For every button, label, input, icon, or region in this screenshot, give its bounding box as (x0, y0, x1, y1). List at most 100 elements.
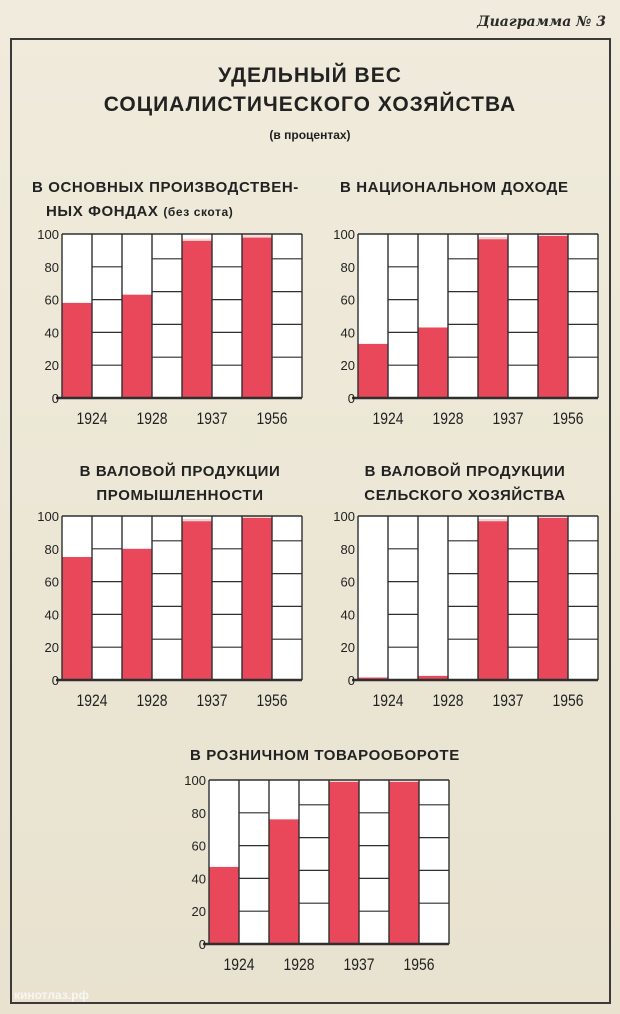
y-tick-label: 40 (341, 325, 355, 340)
y-tick-label: 20 (341, 640, 355, 655)
y-tick-label: 100 (333, 509, 355, 524)
x-tick-label-1924: 1924 (77, 692, 108, 711)
bar-1956 (389, 780, 419, 944)
bar-1924 (62, 302, 92, 398)
bar-1928 (269, 819, 299, 944)
diagram-number: Диаграмма № 3 (477, 14, 606, 30)
bar-cap-1956 (242, 516, 272, 518)
bar-cap-1937 (329, 780, 359, 782)
y-tick-label: 40 (45, 607, 59, 622)
bar-1924 (209, 866, 239, 944)
y-tick-label: 20 (45, 358, 59, 373)
x-tick-label-1928: 1928 (137, 410, 168, 429)
x-tick-label-1956: 1956 (257, 410, 288, 429)
y-tick-label: 0 (199, 937, 206, 952)
y-tick-label: 100 (37, 509, 59, 524)
x-tick-label-1937: 1937 (197, 692, 228, 711)
y-tick-label: 20 (341, 358, 355, 373)
chart-title-line: В ВАЛОВОЙ ПРОДУКЦИИ (364, 463, 566, 480)
x-tick-label-1924: 1924 (224, 956, 255, 975)
x-tick-label-1937: 1937 (493, 410, 524, 429)
bar-cap-1937 (182, 519, 212, 522)
chart-title-line: В РОЗНИЧНОМ ТОВАРООБОРОТЕ (190, 747, 460, 764)
bar-1924 (62, 557, 92, 680)
y-tick-label: 60 (45, 575, 59, 590)
bar-1956 (242, 235, 272, 398)
bar-chart-agriculture-output: 0 20 40 60 80 100 1924 1928 1937 1956 (333, 509, 599, 711)
bar-cap-1937 (478, 519, 508, 522)
x-tick-label-1956: 1956 (404, 956, 435, 975)
y-tick-label: 0 (348, 391, 355, 406)
page-title-line-1: УДЕЛЬНЫЙ ВЕС (218, 64, 402, 87)
bar-chart-industry-output: 0 20 40 60 80 100 1924 1928 1937 1956 (37, 509, 303, 711)
x-tick-label-1956: 1956 (553, 410, 584, 429)
x-tick-label-1924: 1924 (77, 410, 108, 429)
chart-title-line: В ВАЛОВОЙ ПРОДУКЦИИ (79, 463, 281, 480)
x-tick-label-1928: 1928 (433, 410, 464, 429)
chart-title-line: НЫХ ФОНДАХ (46, 203, 159, 220)
x-tick-label-1928: 1928 (433, 692, 464, 711)
x-tick-label-1937: 1937 (344, 956, 375, 975)
x-tick-label-1956: 1956 (257, 692, 288, 711)
bar-1937 (478, 519, 508, 680)
y-tick-label: 20 (192, 904, 206, 919)
chart-title-retail-trade: В РОЗНИЧНОМ ТОВАРООБОРОТЕ (190, 744, 460, 768)
y-tick-label: 60 (341, 575, 355, 590)
x-tick-label-1924: 1924 (373, 692, 404, 711)
y-tick-label: 0 (52, 391, 59, 406)
chart-title-note: (без скота) (163, 205, 234, 219)
y-tick-label: 60 (45, 293, 59, 308)
y-tick-label: 80 (192, 806, 206, 821)
bar-cap-1956 (389, 780, 419, 782)
chart-title-line: В ОСНОВНЫХ ПРОИЗВОДСТВЕН- (32, 179, 299, 196)
y-tick-label: 80 (341, 260, 355, 275)
bar-1928 (418, 327, 448, 398)
bar-1928 (122, 548, 152, 680)
bar-1928 (122, 294, 152, 398)
y-tick-label: 100 (184, 773, 206, 788)
y-tick-label: 100 (333, 227, 355, 242)
bar-1924 (358, 343, 388, 398)
y-tick-label: 20 (45, 640, 59, 655)
y-tick-label: 100 (37, 227, 59, 242)
chart-title-line: СЕЛЬСКОГО ХОЗЯЙСТВА (364, 487, 566, 504)
chart-title-line: ПРОМЫШЛЕННОСТИ (96, 487, 264, 504)
chart-title-agriculture-output: В ВАЛОВОЙ ПРОДУКЦИИ СЕЛЬСКОГО ХОЗЯЙСТВА (340, 460, 590, 508)
bar-1956 (538, 516, 568, 680)
bar-cap-1956 (538, 234, 568, 236)
y-tick-label: 40 (192, 871, 206, 886)
bar-1937 (478, 237, 508, 398)
bar-1928 (418, 675, 448, 680)
chart-title-national-income: В НАЦИОНАЛЬНОМ ДОХОДЕ (340, 176, 569, 200)
bar-1937 (182, 519, 212, 680)
chart-title-industry-output: В ВАЛОВОЙ ПРОДУКЦИИ ПРОМЫШЛЕННОСТИ (60, 460, 300, 508)
bar-chart-national-income: 0 20 40 60 80 100 1924 1928 1937 1956 (333, 227, 599, 429)
bar-chart-retail-trade: 0 20 40 60 80 100 1924 1928 1937 1956 (184, 773, 450, 975)
chart-title-line-wrap: НЫХ ФОНДАХ (без скота) (32, 200, 299, 224)
x-tick-label-1928: 1928 (137, 692, 168, 711)
watermark: кинотлаз.рф (14, 988, 89, 1002)
y-tick-label: 0 (348, 673, 355, 688)
bar-chart-fixed-assets: 0 20 40 60 80 100 1924 1928 1937 1956 (37, 227, 303, 429)
bar-cap-1937 (478, 237, 508, 240)
bar-1956 (242, 516, 272, 680)
diagram-frame (10, 38, 611, 1004)
y-tick-label: 80 (45, 542, 59, 557)
bar-1937 (182, 238, 212, 398)
y-tick-label: 60 (341, 293, 355, 308)
bar-cap-1956 (538, 516, 568, 518)
bar-1956 (538, 234, 568, 398)
y-tick-label: 40 (341, 607, 355, 622)
y-tick-label: 80 (341, 542, 355, 557)
chart-title-line: В НАЦИОНАЛЬНОМ ДОХОДЕ (340, 179, 569, 196)
y-tick-label: 40 (45, 325, 59, 340)
bar-cap-1956 (242, 235, 272, 238)
x-tick-label-1924: 1924 (373, 410, 404, 429)
bar-1937 (329, 780, 359, 944)
page-title-line-2: СОЦИАЛИСТИЧЕСКОГО ХОЗЯЙСТВА (103, 93, 517, 116)
page-subtitle: (в процентах) (269, 128, 351, 142)
chart-title-fixed-assets: В ОСНОВНЫХ ПРОИЗВОДСТВЕН- НЫХ ФОНДАХ (бе… (32, 176, 299, 224)
y-tick-label: 60 (192, 839, 206, 854)
bar-cap-1937 (182, 238, 212, 241)
